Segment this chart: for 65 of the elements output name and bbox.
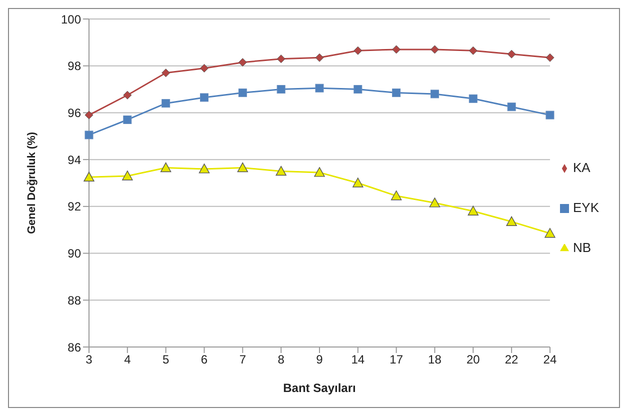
point: [546, 110, 554, 120]
y-tick-label: 86: [68, 340, 82, 354]
y-tick-label: 100: [60, 12, 82, 26]
y-tick-label: 90: [68, 246, 82, 261]
point: [84, 130, 94, 140]
x-tick-label: 9: [316, 352, 324, 367]
point: [238, 58, 247, 67]
point: [276, 166, 286, 176]
point: [390, 190, 402, 200]
point: [123, 115, 132, 124]
y-tick-label: 94: [68, 152, 82, 167]
point: [276, 85, 286, 94]
point: [200, 93, 208, 102]
point: [162, 99, 170, 108]
point: [392, 88, 401, 98]
y-axis-title: Genel Doğruluk (%): [26, 132, 38, 234]
y-tick-label: 98: [68, 59, 82, 74]
point: [198, 164, 210, 174]
y-tick-label: 88: [68, 293, 82, 308]
x-tick-label: 7: [239, 352, 246, 367]
x-tick-label: 14: [351, 352, 365, 367]
x-tick-label: 20: [466, 352, 480, 367]
point: [123, 90, 132, 100]
point: [507, 102, 516, 112]
point: [162, 68, 170, 78]
x-tick-label: 5: [162, 352, 170, 367]
point: [84, 172, 94, 182]
point: [200, 64, 208, 72]
x-tick-label: 3: [86, 352, 93, 367]
point: [468, 94, 478, 103]
point: [315, 53, 324, 62]
point: [160, 162, 172, 172]
legend-label: EYK: [572, 200, 599, 215]
point: [544, 228, 556, 238]
point: [352, 178, 364, 188]
point: [429, 198, 440, 208]
point: [237, 162, 248, 172]
point: [354, 46, 362, 55]
x-tick-label: 8: [278, 352, 285, 367]
point: [507, 50, 516, 58]
point: [430, 45, 439, 54]
x-tick-label: 22: [504, 352, 519, 367]
point: [84, 110, 94, 120]
y-tick-label: 96: [68, 106, 82, 120]
x-axis-title: Bant Sayıları: [283, 381, 356, 395]
x-tick-label: 6: [200, 352, 208, 367]
point: [506, 216, 517, 226]
point: [468, 206, 479, 216]
point: [276, 54, 286, 64]
x-tick-label: 24: [543, 352, 557, 367]
point: [546, 53, 554, 62]
point: [430, 90, 439, 98]
legend-label: NB: [572, 240, 592, 255]
point: [315, 84, 324, 92]
x-tick-label: 18: [428, 352, 442, 367]
point: [122, 170, 133, 180]
legend-label: KA: [572, 160, 590, 175]
point: [354, 85, 362, 94]
point: [392, 45, 401, 54]
point: [468, 46, 478, 55]
point: [238, 88, 247, 98]
x-tick-label: 4: [124, 352, 132, 367]
y-tick-label: 92: [68, 200, 82, 214]
x-tick-label: 17: [390, 352, 404, 367]
point: [314, 167, 325, 177]
